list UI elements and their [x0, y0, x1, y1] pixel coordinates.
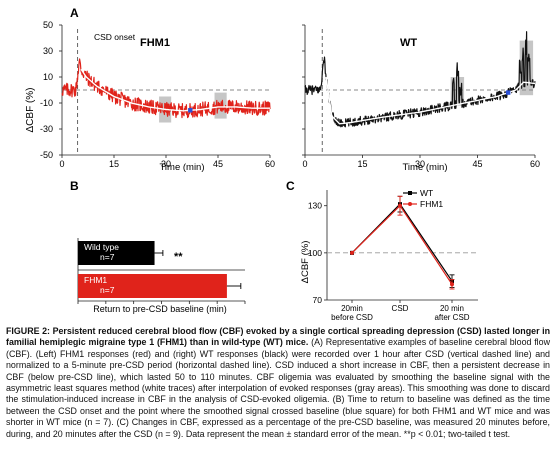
x-tick-label-line: 20min — [341, 304, 363, 313]
caption-lead: FIGURE 2: Persistent reduced cerebral bl… — [6, 326, 550, 348]
panel-c-letter: C — [286, 179, 295, 193]
x-tick-label: 0 — [59, 159, 64, 169]
baseline-crossing-marker — [505, 90, 511, 95]
x-tick-label: 45 — [472, 159, 482, 169]
x-tick-label: 20min before CSD — [331, 304, 373, 322]
panel-a-y-ticks: 50 30 10 -10 -30 -50 — [40, 20, 53, 160]
panel-a-y-tick-label: 50 — [43, 20, 53, 30]
x-tick-label-line: 20 min — [440, 304, 464, 313]
series-line — [351, 204, 453, 285]
bar-label: Wild type n=7 — [84, 242, 119, 262]
panel-c-plot: 130 100 70 20min before CSD CSD 20 min after CS… — [308, 188, 478, 322]
data-point — [398, 203, 402, 208]
bar-label: FHM1 n=7 — [84, 275, 115, 295]
data-point — [350, 250, 354, 255]
significance-marker: ** — [174, 251, 183, 263]
x-tick-label: 20 min after CSD — [434, 304, 469, 322]
bar-label-line: FHM1 — [84, 275, 107, 285]
panel-a-y-tick-label: -10 — [40, 98, 53, 108]
x-tick-label: 60 — [530, 159, 540, 169]
legend-label: WT — [420, 188, 433, 198]
csd-onset-label: CSD onset — [94, 32, 136, 42]
baseline-crossing-marker — [188, 108, 193, 113]
x-tick-label: 15 — [357, 159, 367, 169]
panel-a-y-tick-label: -50 — [40, 150, 53, 160]
fhm1-title: FHM1 — [140, 37, 170, 49]
figure-2: A ΔCBF (%) 50 30 10 -10 -30 -50 0 15 30 45 60 0 15… — [25, 6, 540, 322]
panel-b-letter: B — [70, 179, 79, 193]
panel-a: A ΔCBF (%) 50 30 10 -10 -30 -50 0 15 30 45 60 0 15… — [25, 6, 540, 173]
x-tick-label: 0 — [302, 159, 307, 169]
panel-a-right-x-axis-label: Time (min) — [402, 162, 447, 173]
panel-a-right-plot: 0 15 30 45 60 — [302, 24, 540, 169]
x-tick-label: 15 — [109, 159, 119, 169]
x-tick-label-line: after CSD — [434, 313, 469, 322]
data-point — [450, 282, 454, 287]
bar-label-line: n=7 — [100, 285, 115, 295]
bar — [78, 241, 155, 265]
wt-title: WT — [400, 37, 417, 49]
smoothed-trace — [325, 76, 536, 125]
caption-body: (A) Representative examples of baseline … — [6, 337, 551, 439]
panel-a-letter: A — [70, 6, 79, 20]
legend-swatch-marker — [408, 202, 412, 206]
x-tick-label: 30 — [415, 159, 425, 169]
y-tick-label: 130 — [308, 201, 322, 211]
x-tick-label-line: before CSD — [331, 313, 373, 322]
panel-a-y-tick-label: 30 — [43, 46, 53, 56]
panel-a-y-tick-label: 10 — [43, 72, 53, 82]
panel-a-left-x-axis-label: Time (min) — [159, 162, 204, 173]
x-tick-label: 60 — [265, 159, 275, 169]
panel-a-y-axis-label: ΔCBF (%) — [25, 87, 36, 132]
panel-c-y-axis-label: ΔCBF (%) — [300, 241, 311, 284]
figure-caption: FIGURE 2: Persistent reduced cerebral bl… — [6, 326, 550, 440]
legend-label: FHM1 — [420, 199, 443, 209]
y-tick-label: 70 — [313, 295, 323, 305]
smoothed-trace — [80, 68, 270, 112]
bar-label-line: Wild type — [84, 242, 119, 252]
panel-a-left-plot: 0 15 30 45 60 — [59, 24, 275, 169]
panel-b-x-axis-label: Return to pre-CSD baseline (min) — [93, 304, 227, 314]
panel-a-y-tick-label: -30 — [40, 124, 53, 134]
legend-swatch-marker — [408, 191, 412, 195]
panel-c: C ΔCBF (%) 130 100 70 20min before CSD CSD 20 … — [286, 179, 478, 322]
bar-label-line: n=7 — [100, 252, 115, 262]
y-tick-label: 100 — [308, 248, 322, 258]
bar — [78, 274, 227, 298]
series-line — [351, 203, 453, 282]
x-tick-label: 45 — [213, 159, 223, 169]
x-tick-label: CSD — [392, 304, 409, 313]
x-tick-label-line: CSD — [392, 304, 409, 313]
x-tick-label: 30 — [161, 159, 171, 169]
